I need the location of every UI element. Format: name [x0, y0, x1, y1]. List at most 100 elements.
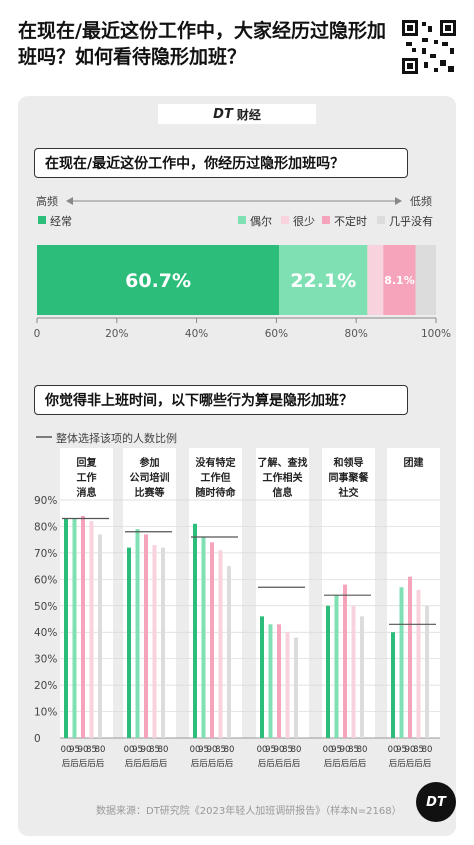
series-tick-suffix-1-0: 后	[125, 758, 134, 769]
category-panel-1	[123, 448, 176, 738]
bar-data-label-1: 22.1%	[290, 270, 356, 292]
bar-2-0	[81, 515, 85, 738]
series-tick-suffix-4-4: 后	[358, 758, 367, 769]
category-label-1-1: 公司培训	[130, 471, 170, 484]
x-tick-label-4: 80%	[345, 328, 368, 340]
series-tick-3-1: 95	[265, 745, 276, 755]
bar-1-1	[135, 529, 140, 738]
series-tick-suffix-2-3: 后	[216, 758, 225, 769]
series-tick-suffix-3-1: 后	[266, 758, 275, 769]
legend-label-2: 很少	[293, 214, 315, 228]
x-tick-label-0: 0	[34, 328, 41, 340]
page-title: 在现在/最近这份工作中，大家经历过隐形加班吗？如何看待隐形加班？	[18, 20, 386, 68]
bar-2-3	[277, 624, 281, 738]
legend-swatch-1	[238, 216, 246, 224]
legend-label-4: 几乎没有	[389, 214, 433, 228]
category-label-4-0: 和领导	[333, 456, 364, 469]
series-tick-4-0: 00	[323, 745, 334, 755]
series-tick-0-0: 00	[61, 745, 72, 755]
series-tick-suffix-5-4: 后	[423, 758, 432, 769]
x-tick-label-5: 100%	[421, 328, 451, 340]
bar-0-3	[260, 616, 264, 738]
series-tick-1-4: 80	[158, 745, 169, 755]
bar-1-5	[399, 587, 404, 738]
bar-data-label-0: 60.7%	[125, 270, 191, 292]
legend-swatch-3	[322, 216, 330, 224]
bar-3-3	[285, 632, 290, 738]
bar-segment-0	[37, 245, 280, 315]
series-tick-suffix-2-1: 后	[199, 758, 208, 769]
series-tick-3-3: 85	[282, 745, 293, 755]
question-2-text: 你觉得非上班时间，以下哪些行为算是隐形加班？	[45, 393, 353, 409]
series-tick-1-2: 90	[141, 745, 152, 755]
series-tick-0-1: 95	[69, 745, 80, 755]
brand-name: 财经	[236, 107, 261, 122]
bar-2-5	[408, 576, 412, 738]
bar-0-5	[391, 632, 395, 738]
freq-low-label: 低频	[410, 195, 432, 208]
legend-swatch-4	[377, 216, 385, 224]
x-tick-label-2: 40%	[185, 328, 208, 340]
bar-0-0	[64, 518, 68, 738]
bar-segment-3	[383, 245, 416, 315]
overall-legend-label: 整体选择该项的人数比例	[56, 432, 177, 445]
series-tick-2-0: 00	[190, 745, 201, 755]
y-tick-label-5: 50%	[34, 601, 57, 613]
series-tick-suffix-0-3: 后	[87, 758, 96, 769]
series-tick-1-0: 00	[124, 745, 135, 755]
y-tick-label-2: 20%	[34, 680, 57, 692]
frequency-chart: 经常 偶尔 很少 不定时 几乎没有 60.7% 22.1% 8.1% 0 20% 40% 60% 80%…	[34, 214, 451, 340]
category-label-2-0: 没有特定	[196, 456, 236, 469]
y-tick-label-9: 90%	[34, 495, 57, 507]
category-label-0-0: 回复	[77, 456, 98, 469]
series-tick-2-3: 85	[215, 745, 226, 755]
y-tick-label-1: 10%	[34, 707, 57, 719]
bar-4-2	[227, 566, 231, 738]
question-2: 你觉得非上班时间，以下哪些行为算是隐形加班？	[34, 385, 408, 415]
series-tick-suffix-5-1: 后	[397, 758, 406, 769]
series-tick-suffix-1-4: 后	[159, 758, 168, 769]
series-tick-3-2: 90	[274, 745, 285, 755]
bar-3-4	[351, 605, 356, 738]
x-tick-label-1: 20%	[105, 328, 128, 340]
series-tick-suffix-1-3: 后	[150, 758, 159, 769]
y-tick-label-7: 70%	[34, 548, 57, 560]
bar-4-1	[161, 547, 165, 738]
series-tick-suffix-3-4: 后	[292, 758, 301, 769]
series-tick-5-1: 95	[396, 745, 407, 755]
series-tick-2-1: 95	[198, 745, 209, 755]
legend-label-1: 偶尔	[250, 215, 272, 228]
series-tick-4-1: 95	[331, 745, 342, 755]
dt-logo: DT	[416, 782, 456, 822]
bar-2-2	[210, 542, 214, 738]
category-panel-5	[387, 448, 440, 738]
category-panel-3	[256, 448, 309, 738]
y-tick-label-0: 0	[34, 733, 41, 745]
category-panel-0	[60, 448, 113, 738]
freq-high-label: 高频	[36, 195, 58, 208]
bar-1-2	[201, 537, 206, 738]
series-tick-suffix-4-3: 后	[349, 758, 358, 769]
series-tick-suffix-3-2: 后	[275, 758, 284, 769]
y-tick-label-8: 80%	[34, 521, 57, 533]
qr-code	[400, 18, 458, 76]
series-tick-5-2: 90	[405, 745, 416, 755]
bar-2-4	[343, 584, 347, 738]
frequency-arrow	[66, 197, 402, 205]
category-label-3-0: 了解、查找	[258, 456, 308, 469]
series-tick-5-0: 00	[388, 745, 399, 755]
series-tick-suffix-2-4: 后	[225, 758, 234, 769]
bar-1-4	[334, 595, 339, 738]
category-panel-2	[189, 448, 242, 738]
series-tick-3-4: 80	[291, 745, 302, 755]
series-tick-suffix-2-2: 后	[208, 758, 217, 769]
series-tick-suffix-5-3: 后	[414, 758, 423, 769]
y-tick-label-3: 30%	[34, 654, 57, 666]
category-label-3-2: 信息	[273, 486, 293, 499]
question-1: 在现在/最近这份工作中，你经历过隐形加班吗？	[34, 148, 408, 178]
series-tick-0-3: 85	[86, 745, 97, 755]
series-tick-suffix-0-2: 后	[79, 758, 88, 769]
series-tick-suffix-3-3: 后	[283, 758, 292, 769]
category-label-4-2: 社交	[338, 486, 359, 499]
